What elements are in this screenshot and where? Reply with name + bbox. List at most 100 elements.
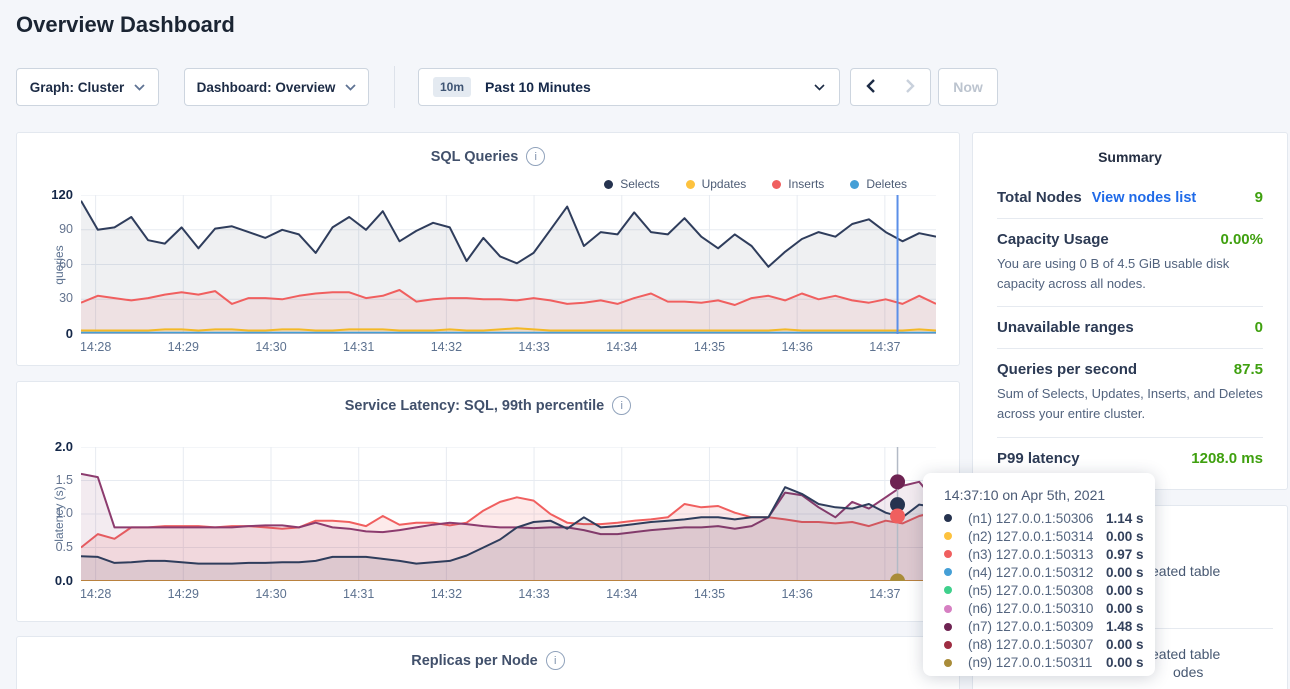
view-nodes-link[interactable]: View nodes list <box>1091 190 1197 206</box>
sql-queries-plot[interactable]: 0 30 60 90 120 14:28 14:29 14:30 14:31 14:32 14:33… <box>51 187 936 354</box>
tooltip-rows: (n1) 127.0.0.1:50306 1.14 s (n2) 127.0.0.1… <box>944 509 1155 672</box>
summary-label: Capacity Usage <box>997 231 1109 248</box>
tooltip-row: (n1) 127.0.0.1:50306 1.14 s <box>944 509 1155 527</box>
tooltip-row: (n5) 127.0.0.1:50308 0.00 s <box>944 581 1155 599</box>
tooltip-row: (n2) 127.0.0.1:50314 0.00 s <box>944 527 1155 545</box>
tooltip-row: (n3) 127.0.0.1:50313 0.97 s <box>944 545 1155 563</box>
x-axis-tick: 14:30 <box>255 340 287 354</box>
node-color-dot-icon <box>944 514 952 523</box>
node-color-dot-icon <box>944 568 952 577</box>
time-range-badge: 10m <box>433 77 472 97</box>
x-axis-tick: 14:32 <box>430 587 463 601</box>
node-name: (n3) 127.0.0.1:50313 <box>968 546 1094 562</box>
tooltip-row: (n4) 127.0.0.1:50312 0.00 s <box>944 563 1155 581</box>
x-axis-tick: 14:30 <box>255 587 287 601</box>
chevron-down-icon <box>134 83 145 91</box>
info-icon[interactable]: i <box>526 147 546 166</box>
event-item[interactable]: eated table <box>1151 646 1221 662</box>
summary-rows: Total Nodes View nodes list 9 Capacity Usag… <box>997 177 1263 479</box>
graph-scope-label: Graph: Cluster <box>29 79 125 95</box>
x-axis-tick: 14:35 <box>693 587 726 601</box>
node-color-dot-icon <box>944 604 952 613</box>
node-color-dot-icon <box>944 640 952 649</box>
summary-row: Total Nodes View nodes list 9 <box>997 177 1263 218</box>
node-latency-value: 0.00 s <box>1106 582 1144 598</box>
y-axis-tick: 90 <box>59 221 73 236</box>
node-color-dot-icon <box>944 550 952 559</box>
tooltip-date: on Apr 5th, 2021 <box>998 487 1106 503</box>
time-prev-button[interactable] <box>850 68 891 106</box>
y-axis-tick: 1.0 <box>55 506 73 520</box>
summary-label: Queries per second <box>997 361 1138 379</box>
legend-item[interactable]: Deletes <box>850 177 907 191</box>
page-title: Overview Dashboard <box>16 12 235 37</box>
node-name: (n6) 127.0.0.1:50310 <box>968 601 1094 617</box>
service-latency-plot[interactable]: 0.0 0.5 1.0 1.5 2.0 14:28 14:29 14:30 14:31 14:32… <box>52 439 936 601</box>
summary-value: 0 <box>1254 319 1263 337</box>
info-icon[interactable]: i <box>545 651 565 670</box>
x-axis-tick: 14:29 <box>167 340 199 354</box>
x-axis-tick: 14:34 <box>606 340 638 354</box>
legend-dot-icon <box>850 179 860 189</box>
node-latency-value: 1.14 s <box>1106 510 1144 526</box>
node-name: (n4) 127.0.0.1:50312 <box>968 564 1094 580</box>
event-item[interactable]: odes <box>1173 664 1204 680</box>
now-button[interactable]: Now <box>938 68 998 106</box>
time-range-picker[interactable]: 10m Past 10 Minutes <box>418 68 840 106</box>
tooltip-row: (n7) 127.0.0.1:50309 1.48 s <box>944 618 1155 636</box>
summary-label: Unavailable ranges <box>997 319 1134 337</box>
x-axis-tick: 14:33 <box>518 587 550 601</box>
graph-scope-dropdown[interactable]: Graph: Cluster <box>16 68 159 106</box>
node-name: (n2) 127.0.0.1:50314 <box>968 528 1094 544</box>
y-axis-tick: 0.5 <box>55 539 73 554</box>
y-axis-tick: 2.0 <box>54 439 73 454</box>
legend-item[interactable]: Inserts <box>772 177 824 191</box>
replicas-per-node-card: Replicas per Node i <box>16 636 960 689</box>
x-axis-tick: 14:31 <box>343 587 375 601</box>
event-item[interactable]: eated table <box>1151 563 1221 579</box>
y-axis-tick: 1.5 <box>55 472 73 487</box>
node-latency-value: 1.48 s <box>1106 619 1144 635</box>
node-latency-value: 0.00 s <box>1106 637 1144 653</box>
chart-title: Replicas per Node <box>411 652 538 669</box>
chevron-left-icon <box>866 78 875 96</box>
time-range-label: Past 10 Minutes <box>485 79 591 95</box>
x-axis-tick: 14:34 <box>606 587 638 601</box>
summary-value: 1208.0 ms <box>1191 449 1263 467</box>
chevron-right-icon <box>905 78 915 96</box>
chart-title: SQL Queries <box>430 148 519 165</box>
tooltip-row: (n9) 127.0.0.1:50311 0.00 s <box>944 654 1155 672</box>
summary-value: 87.5 <box>1233 361 1263 379</box>
y-axis-label: latency (s) <box>52 486 66 542</box>
y-axis-tick: 120 <box>51 187 73 202</box>
time-next-button[interactable] <box>890 68 931 106</box>
summary-label: P99 latency <box>997 449 1080 467</box>
info-icon[interactable]: i <box>612 396 632 415</box>
legend-dot-icon <box>772 179 782 189</box>
legend-item[interactable]: Selects <box>604 177 660 191</box>
tooltip-row: (n8) 127.0.0.1:50307 0.00 s <box>944 636 1155 654</box>
dashboard-dropdown-label: Dashboard: Overview <box>196 79 336 95</box>
summary-value: 0.00% <box>1220 231 1263 248</box>
node-latency-value: 0.00 s <box>1106 528 1144 544</box>
x-axis-tick: 14:28 <box>79 587 112 601</box>
node-name: (n5) 127.0.0.1:50308 <box>968 582 1094 598</box>
x-axis-tick: 14:32 <box>430 340 463 354</box>
summary-card: Summary Total Nodes View nodes list 9 Capac… <box>972 132 1288 490</box>
x-axis-tick: 14:36 <box>781 340 813 354</box>
x-axis-tick: 14:29 <box>167 587 199 601</box>
dashboard-dropdown[interactable]: Dashboard: Overview <box>184 68 369 106</box>
legend-item[interactable]: Updates <box>685 177 746 191</box>
node-latency-value: 0.00 s <box>1106 655 1144 671</box>
chevron-down-icon <box>345 83 357 91</box>
summary-row: Unavailable ranges 0 <box>997 306 1263 348</box>
node-color-dot-icon <box>944 532 952 541</box>
x-axis-tick: 14:33 <box>518 340 550 354</box>
summary-description: You are using 0 B of 4.5 GiB usable disk… <box>997 256 1230 292</box>
x-axis-tick: 14:36 <box>781 587 813 601</box>
service-latency-card: Service Latency: SQL, 99th percentile i … <box>16 381 960 622</box>
chart-title: Service Latency: SQL, 99th percentile <box>344 397 605 414</box>
y-axis-tick: 30 <box>59 291 73 306</box>
y-axis-tick: 0.0 <box>54 573 73 588</box>
summary-label: Total Nodes <box>997 189 1082 206</box>
